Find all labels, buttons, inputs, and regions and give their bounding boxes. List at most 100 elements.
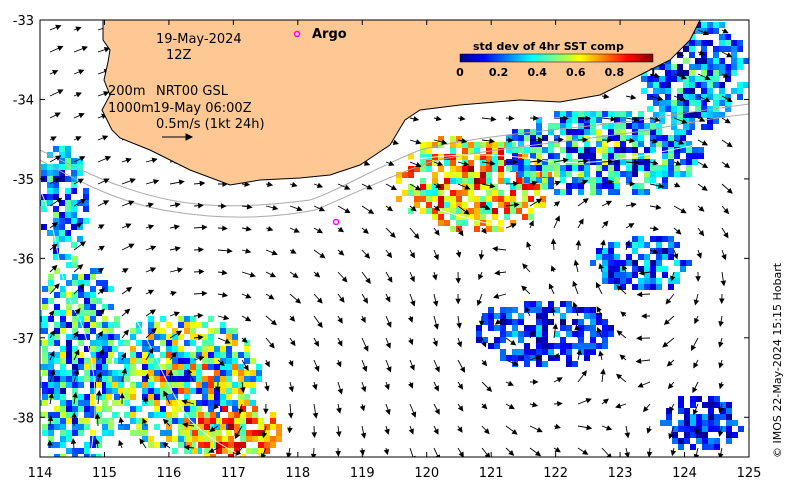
sst-cell: [72, 466, 78, 472]
current-arrow-head: [118, 416, 125, 423]
current-arrow-head: [635, 358, 642, 364]
sst-cell: [719, 58, 725, 64]
sst-cell: [60, 394, 66, 400]
sst-cell: [108, 424, 114, 430]
sst-cell: [190, 376, 196, 382]
sst-cell: [54, 406, 60, 412]
sst-cell: [560, 343, 566, 349]
sst-cell: [148, 352, 154, 358]
sst-cell: [48, 382, 54, 388]
sst-cell: [178, 358, 184, 364]
sst-cell: [659, 64, 665, 70]
sst-cell: [90, 328, 96, 334]
sst-cell: [66, 352, 72, 358]
sst-cell: [83, 188, 89, 194]
sst-cell: [252, 418, 258, 424]
sst-cell: [498, 160, 504, 166]
sst-cell: [680, 129, 686, 135]
sst-cell: [166, 370, 172, 376]
sst-cell: [90, 376, 96, 382]
sst-cell: [124, 364, 130, 370]
sst-cell: [40, 316, 42, 322]
sst-cell: [65, 158, 71, 164]
sst-cell: [656, 165, 662, 171]
current-arrow-head: [296, 205, 303, 212]
current-arrow-head: [295, 297, 302, 304]
sst-cell: [210, 418, 216, 424]
sst-cell: [707, 82, 713, 88]
current-arrow-head: [407, 316, 414, 323]
current-arrow-head: [476, 299, 483, 306]
sst-cell: [596, 343, 602, 349]
sst-cell: [668, 171, 674, 177]
sst-cell: [566, 123, 572, 129]
sst-cell: [420, 154, 426, 160]
sst-cell: [602, 325, 608, 331]
current-arrow-head: [432, 300, 439, 307]
sst-cell: [172, 400, 178, 406]
sst-cell: [66, 400, 72, 406]
sst-cell: [690, 402, 696, 408]
sst-cell: [614, 123, 620, 129]
sst-cell: [456, 172, 462, 178]
current-arrow-head: [582, 137, 589, 143]
sst-cell: [701, 22, 707, 28]
current-arrow-head: [512, 159, 519, 165]
sst-cell: [542, 159, 548, 165]
sst-cell: [488, 343, 494, 349]
sst-cell: [54, 454, 60, 457]
sst-cell: [590, 147, 596, 153]
sst-cell: [548, 301, 554, 307]
sst-cell: [695, 58, 701, 64]
sst-cell: [438, 184, 444, 190]
sst-cell: [420, 166, 426, 172]
sst-cell: [596, 177, 602, 183]
current-arrow-head: [289, 315, 296, 322]
sst-cell: [72, 352, 78, 358]
sst-cell: [208, 346, 214, 352]
sst-cell: [696, 438, 702, 444]
current-arrow-head: [534, 355, 542, 361]
sst-cell: [102, 406, 108, 412]
sst-cell: [136, 418, 142, 424]
sst-cell: [689, 112, 695, 118]
sst-cell: [66, 382, 72, 388]
current-arrow-head: [292, 272, 299, 278]
sst-cell: [578, 165, 584, 171]
sst-cell: [148, 400, 154, 406]
sst-cell: [270, 442, 276, 448]
sst-cell: [222, 442, 228, 448]
sst-cell: [596, 319, 602, 325]
sst-cell: [680, 260, 686, 266]
sst-cell: [78, 430, 84, 436]
sst-cell: [118, 358, 124, 364]
current-arrow-head: [314, 365, 320, 372]
sst-cell: [560, 117, 566, 123]
sst-cell: [178, 364, 184, 370]
current-arrow-head: [319, 252, 326, 259]
sst-cell: [450, 196, 456, 202]
sst-cell: [72, 388, 78, 394]
sst-cell: [77, 200, 83, 206]
sst-cell: [66, 346, 72, 352]
sst-cell: [677, 88, 683, 94]
sst-cell: [114, 394, 120, 400]
sst-cell: [462, 148, 468, 154]
sst-cell: [498, 178, 504, 184]
sst-cell: [536, 307, 542, 313]
current-arrow-head: [74, 349, 80, 356]
sst-cell: [184, 316, 190, 322]
sst-cell: [96, 280, 102, 286]
sst-cell: [456, 202, 462, 208]
current-arrow-head: [222, 225, 228, 232]
sst-cell: [644, 242, 650, 248]
sst-cell: [222, 418, 228, 424]
current-arrow-head: [94, 413, 101, 419]
sst-cell: [84, 424, 90, 430]
current-arrow-head: [410, 300, 416, 307]
sst-cell: [480, 154, 486, 160]
sst-cell: [498, 166, 504, 172]
current-arrow-head: [414, 185, 422, 191]
sst-cell: [737, 94, 743, 100]
